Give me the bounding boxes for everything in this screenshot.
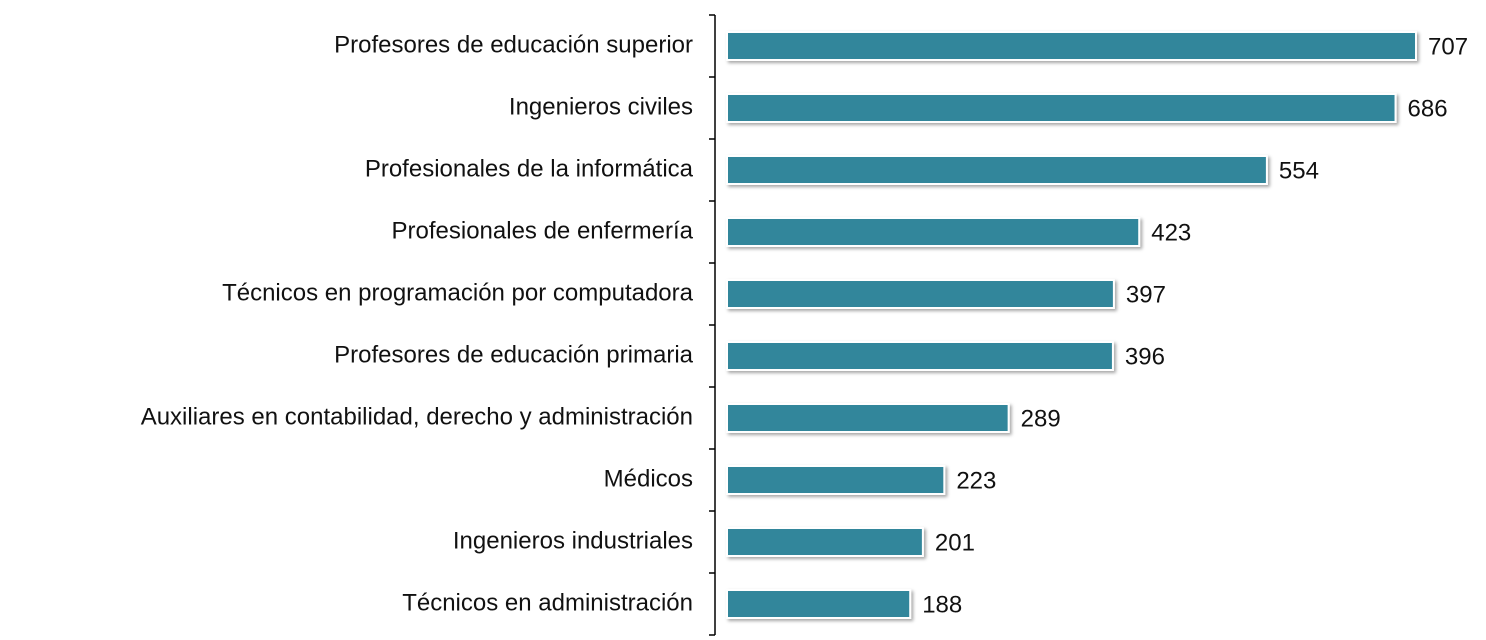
y-tick-label: Auxiliares en contabilidad, derecho y ad… — [141, 403, 693, 430]
bar — [726, 403, 1010, 433]
bar — [726, 155, 1268, 185]
value-label: 554 — [1279, 157, 1319, 184]
y-tick-label: Profesionales de enfermería — [392, 217, 694, 244]
bar — [726, 93, 1397, 123]
bar — [726, 589, 912, 619]
y-tick-label: Profesores de educación primaria — [334, 341, 694, 368]
bar — [726, 527, 924, 557]
value-label: 397 — [1126, 281, 1166, 308]
bar — [726, 217, 1141, 247]
value-label: 707 — [1428, 33, 1468, 60]
bar — [726, 279, 1115, 309]
value-label: 289 — [1021, 405, 1061, 432]
y-tick-label: Ingenieros civiles — [509, 93, 693, 120]
y-tick-label: Técnicos en administración — [402, 589, 693, 616]
y-tick-label: Profesores de educación superior — [334, 31, 693, 58]
value-label: 686 — [1408, 95, 1448, 122]
y-tick-label: Profesionales de la informática — [365, 155, 694, 182]
value-label: 188 — [922, 591, 962, 618]
bar — [726, 31, 1417, 61]
value-label: 223 — [956, 467, 996, 494]
y-tick-label: Ingenieros industriales — [453, 527, 693, 554]
value-label: 396 — [1125, 343, 1165, 370]
value-label: 423 — [1151, 219, 1191, 246]
bar — [726, 341, 1114, 371]
bar — [726, 465, 946, 495]
y-tick-label: Técnicos en programación por computadora — [222, 279, 694, 306]
y-tick-label: Médicos — [604, 465, 693, 492]
value-label: 201 — [935, 529, 975, 556]
